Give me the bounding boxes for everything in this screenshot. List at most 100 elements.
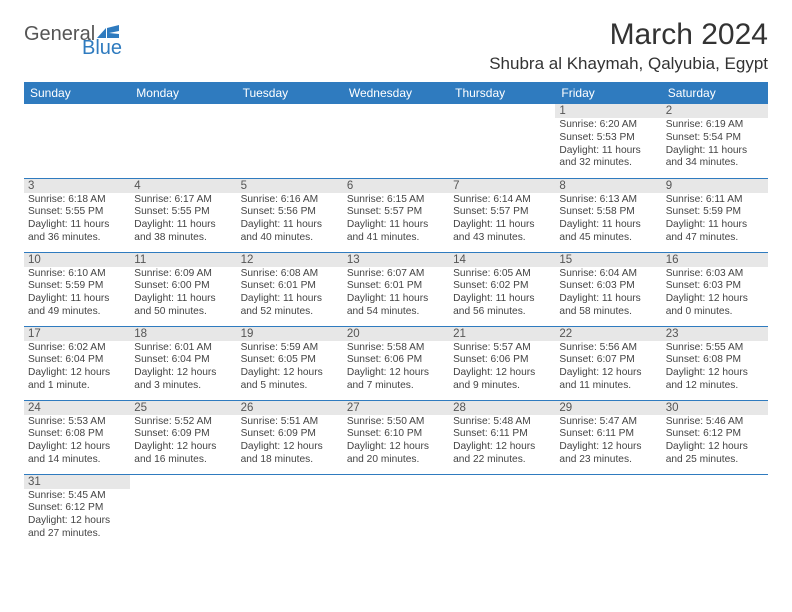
- sunset-text: Sunset: 6:08 PM: [666, 354, 764, 367]
- daylight-text: Daylight: 11 hours and 56 minutes.: [453, 293, 551, 319]
- day-number: 21: [449, 327, 555, 341]
- calendar-table: Sunday Monday Tuesday Wednesday Thursday…: [24, 82, 768, 548]
- daylight-text: Daylight: 12 hours and 1 minute.: [28, 367, 126, 393]
- calendar-cell: 30Sunrise: 5:46 AMSunset: 6:12 PMDayligh…: [662, 400, 768, 474]
- sunset-text: Sunset: 6:03 PM: [666, 280, 764, 293]
- calendar-cell: 6Sunrise: 6:15 AMSunset: 5:57 PMDaylight…: [343, 178, 449, 252]
- sunset-text: Sunset: 6:01 PM: [241, 280, 339, 293]
- daylight-text: Daylight: 12 hours and 0 minutes.: [666, 293, 764, 319]
- day-number: 17: [24, 327, 130, 341]
- daylight-text: Daylight: 12 hours and 12 minutes.: [666, 367, 764, 393]
- day-number: 1: [555, 104, 661, 118]
- sunrise-text: Sunrise: 5:56 AM: [559, 342, 657, 355]
- daylight-text: Daylight: 12 hours and 14 minutes.: [28, 441, 126, 467]
- sunrise-text: Sunrise: 6:15 AM: [347, 194, 445, 207]
- calendar-cell: 7Sunrise: 6:14 AMSunset: 5:57 PMDaylight…: [449, 178, 555, 252]
- sunrise-text: Sunrise: 5:48 AM: [453, 416, 551, 429]
- day-details: Sunrise: 6:16 AMSunset: 5:56 PMDaylight:…: [237, 193, 343, 247]
- daylight-text: Daylight: 12 hours and 9 minutes.: [453, 367, 551, 393]
- calendar-cell: 21Sunrise: 5:57 AMSunset: 6:06 PMDayligh…: [449, 326, 555, 400]
- day-number: 11: [130, 253, 236, 267]
- day-number: 30: [662, 401, 768, 415]
- day-details: Sunrise: 6:13 AMSunset: 5:58 PMDaylight:…: [555, 193, 661, 247]
- calendar-cell: 19Sunrise: 5:59 AMSunset: 6:05 PMDayligh…: [237, 326, 343, 400]
- sunrise-text: Sunrise: 5:57 AM: [453, 342, 551, 355]
- weekday-header: Sunday: [24, 82, 130, 104]
- daylight-text: Daylight: 12 hours and 25 minutes.: [666, 441, 764, 467]
- day-number: 2: [662, 104, 768, 118]
- day-details: Sunrise: 6:01 AMSunset: 6:04 PMDaylight:…: [130, 341, 236, 395]
- logo-text-blue: Blue: [24, 39, 122, 57]
- location: Shubra al Khaymah, Qalyubia, Egypt: [489, 54, 768, 74]
- sunset-text: Sunset: 6:03 PM: [559, 280, 657, 293]
- weekday-header: Friday: [555, 82, 661, 104]
- day-details: Sunrise: 6:08 AMSunset: 6:01 PMDaylight:…: [237, 267, 343, 321]
- sunset-text: Sunset: 6:00 PM: [134, 280, 232, 293]
- daylight-text: Daylight: 11 hours and 36 minutes.: [28, 219, 126, 245]
- day-details: Sunrise: 5:55 AMSunset: 6:08 PMDaylight:…: [662, 341, 768, 395]
- sunrise-text: Sunrise: 5:45 AM: [28, 490, 126, 503]
- sunset-text: Sunset: 5:56 PM: [241, 206, 339, 219]
- header: GeneralBlue March 2024 Shubra al Khaymah…: [24, 18, 768, 74]
- daylight-text: Daylight: 11 hours and 58 minutes.: [559, 293, 657, 319]
- sunrise-text: Sunrise: 6:03 AM: [666, 268, 764, 281]
- calendar-cell: [130, 104, 236, 178]
- sunrise-text: Sunrise: 6:13 AM: [559, 194, 657, 207]
- daylight-text: Daylight: 11 hours and 41 minutes.: [347, 219, 445, 245]
- sunrise-text: Sunrise: 5:53 AM: [28, 416, 126, 429]
- calendar-cell: 29Sunrise: 5:47 AMSunset: 6:11 PMDayligh…: [555, 400, 661, 474]
- day-number: 31: [24, 475, 130, 489]
- sunrise-text: Sunrise: 6:18 AM: [28, 194, 126, 207]
- sunset-text: Sunset: 6:12 PM: [28, 502, 126, 515]
- daylight-text: Daylight: 12 hours and 23 minutes.: [559, 441, 657, 467]
- calendar-cell: 18Sunrise: 6:01 AMSunset: 6:04 PMDayligh…: [130, 326, 236, 400]
- daylight-text: Daylight: 11 hours and 40 minutes.: [241, 219, 339, 245]
- sunset-text: Sunset: 5:54 PM: [666, 132, 764, 145]
- day-details: Sunrise: 6:17 AMSunset: 5:55 PMDaylight:…: [130, 193, 236, 247]
- calendar-week-row: 24Sunrise: 5:53 AMSunset: 6:08 PMDayligh…: [24, 400, 768, 474]
- sunset-text: Sunset: 5:53 PM: [559, 132, 657, 145]
- day-details: Sunrise: 5:53 AMSunset: 6:08 PMDaylight:…: [24, 415, 130, 469]
- day-number: 14: [449, 253, 555, 267]
- calendar-cell: 12Sunrise: 6:08 AMSunset: 6:01 PMDayligh…: [237, 252, 343, 326]
- day-number: 13: [343, 253, 449, 267]
- sunrise-text: Sunrise: 6:08 AM: [241, 268, 339, 281]
- day-details: Sunrise: 5:52 AMSunset: 6:09 PMDaylight:…: [130, 415, 236, 469]
- day-number: 8: [555, 179, 661, 193]
- day-details: Sunrise: 5:48 AMSunset: 6:11 PMDaylight:…: [449, 415, 555, 469]
- sunset-text: Sunset: 5:57 PM: [347, 206, 445, 219]
- sunset-text: Sunset: 6:11 PM: [453, 428, 551, 441]
- sunset-text: Sunset: 6:04 PM: [134, 354, 232, 367]
- day-details: Sunrise: 5:56 AMSunset: 6:07 PMDaylight:…: [555, 341, 661, 395]
- daylight-text: Daylight: 12 hours and 27 minutes.: [28, 515, 126, 541]
- day-number: 28: [449, 401, 555, 415]
- title-block: March 2024 Shubra al Khaymah, Qalyubia, …: [489, 18, 768, 74]
- calendar-cell: [449, 474, 555, 548]
- day-details: Sunrise: 5:59 AMSunset: 6:05 PMDaylight:…: [237, 341, 343, 395]
- day-details: Sunrise: 6:02 AMSunset: 6:04 PMDaylight:…: [24, 341, 130, 395]
- sunrise-text: Sunrise: 6:02 AM: [28, 342, 126, 355]
- day-number: 23: [662, 327, 768, 341]
- calendar-cell: 22Sunrise: 5:56 AMSunset: 6:07 PMDayligh…: [555, 326, 661, 400]
- sunrise-text: Sunrise: 5:46 AM: [666, 416, 764, 429]
- calendar-cell: [343, 474, 449, 548]
- calendar-cell: 28Sunrise: 5:48 AMSunset: 6:11 PMDayligh…: [449, 400, 555, 474]
- month-title: March 2024: [489, 18, 768, 52]
- sunset-text: Sunset: 6:05 PM: [241, 354, 339, 367]
- day-details: Sunrise: 6:04 AMSunset: 6:03 PMDaylight:…: [555, 267, 661, 321]
- calendar-cell: 24Sunrise: 5:53 AMSunset: 6:08 PMDayligh…: [24, 400, 130, 474]
- calendar-cell: 13Sunrise: 6:07 AMSunset: 6:01 PMDayligh…: [343, 252, 449, 326]
- sunset-text: Sunset: 5:55 PM: [28, 206, 126, 219]
- sunrise-text: Sunrise: 5:58 AM: [347, 342, 445, 355]
- logo: GeneralBlue: [24, 18, 122, 58]
- day-details: Sunrise: 6:20 AMSunset: 5:53 PMDaylight:…: [555, 118, 661, 172]
- day-details: Sunrise: 6:11 AMSunset: 5:59 PMDaylight:…: [662, 193, 768, 247]
- weekday-header: Thursday: [449, 82, 555, 104]
- day-details: Sunrise: 5:47 AMSunset: 6:11 PMDaylight:…: [555, 415, 661, 469]
- calendar-week-row: 1Sunrise: 6:20 AMSunset: 5:53 PMDaylight…: [24, 104, 768, 178]
- sunrise-text: Sunrise: 6:01 AM: [134, 342, 232, 355]
- day-number: 9: [662, 179, 768, 193]
- calendar-cell: [449, 104, 555, 178]
- sunrise-text: Sunrise: 6:04 AM: [559, 268, 657, 281]
- weekday-header: Monday: [130, 82, 236, 104]
